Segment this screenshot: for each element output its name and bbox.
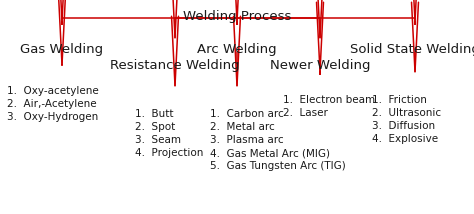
Text: 4.  Projection: 4. Projection: [135, 148, 203, 158]
Text: Newer Welding: Newer Welding: [270, 59, 370, 72]
Text: 3.  Diffusion: 3. Diffusion: [372, 121, 435, 131]
Text: 1.  Butt: 1. Butt: [135, 109, 173, 119]
Text: 3.  Oxy-Hydrogen: 3. Oxy-Hydrogen: [7, 112, 98, 122]
Text: 4.  Gas Metal Arc (MIG): 4. Gas Metal Arc (MIG): [210, 148, 330, 158]
Text: 1.  Carbon arc: 1. Carbon arc: [210, 109, 284, 119]
Text: 1.  Friction: 1. Friction: [372, 95, 427, 105]
Text: 2.  Laser: 2. Laser: [283, 108, 328, 118]
Text: 5.  Gas Tungsten Arc (TIG): 5. Gas Tungsten Arc (TIG): [210, 161, 346, 171]
Text: Resistance Welding: Resistance Welding: [110, 59, 240, 72]
Text: 2.  Air,-Acetylene: 2. Air,-Acetylene: [7, 99, 97, 109]
Text: 2.  Metal arc: 2. Metal arc: [210, 122, 275, 132]
Text: 2.  Spot: 2. Spot: [135, 122, 175, 132]
Text: 1.  Electron beam: 1. Electron beam: [283, 95, 375, 105]
Text: 3.  Plasma arc: 3. Plasma arc: [210, 135, 283, 145]
Text: 2.  Ultrasonic: 2. Ultrasonic: [372, 108, 441, 118]
Text: Solid State Welding: Solid State Welding: [350, 43, 474, 56]
Text: 3.  Seam: 3. Seam: [135, 135, 181, 145]
Text: 4.  Explosive: 4. Explosive: [372, 134, 438, 144]
Text: 1.  Oxy-acetylene: 1. Oxy-acetylene: [7, 86, 99, 96]
Text: Gas Welding: Gas Welding: [20, 43, 103, 56]
Text: Welding Process: Welding Process: [183, 10, 291, 23]
Text: Arc Welding: Arc Welding: [197, 43, 277, 56]
